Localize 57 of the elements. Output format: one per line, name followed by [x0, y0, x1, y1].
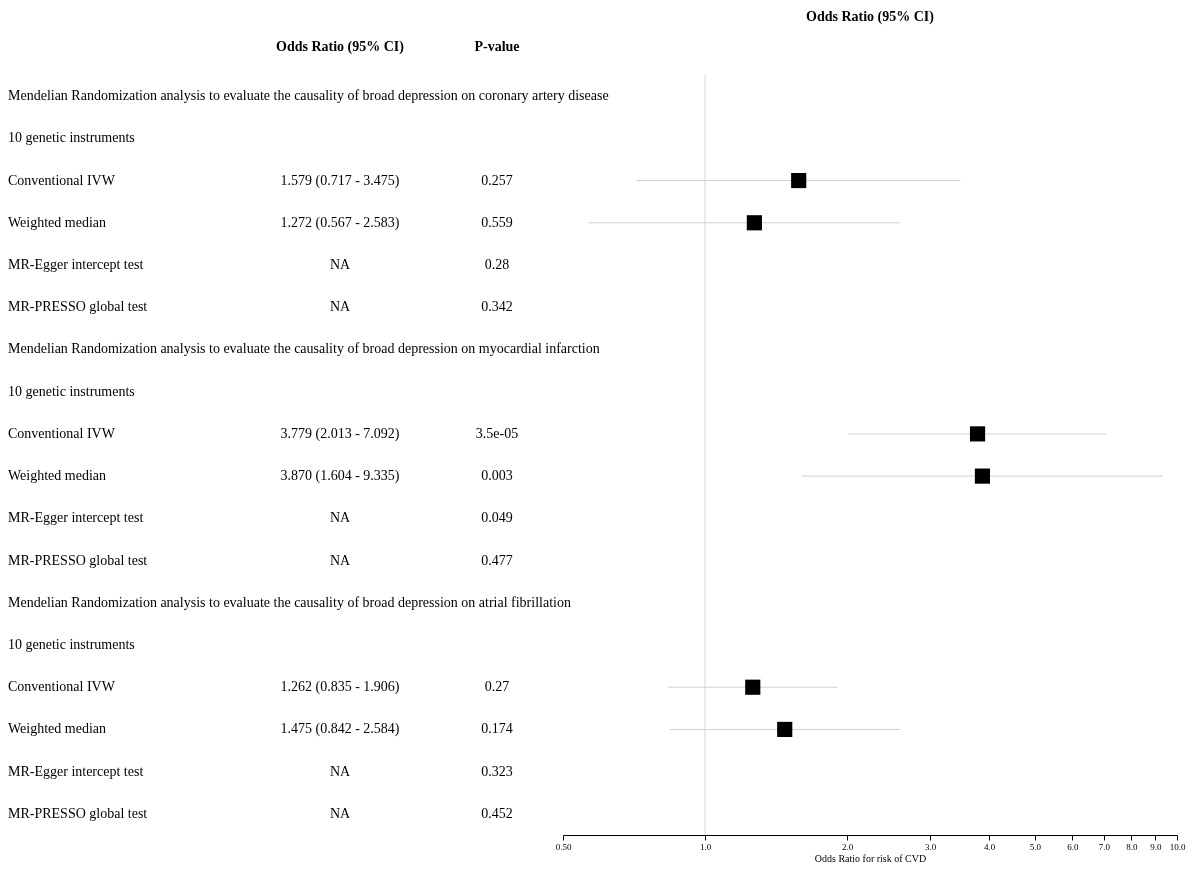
- x-tick-label: 9.0: [1150, 841, 1163, 852]
- chart-title: Odds Ratio (95% CI): [806, 9, 935, 25]
- y-tick-label: Weighted median: [8, 721, 107, 737]
- x-tick-label: 7.0: [1098, 841, 1111, 852]
- y-tick-label: MR-Egger intercept test: [8, 763, 144, 779]
- x-tick-label: 2.0: [842, 841, 854, 852]
- text: NA: [329, 805, 351, 821]
- y-tick-label: Mendelian Randomization analysis to evaluate the causality of broad depression on coronary artery disease: [8, 88, 609, 104]
- y-tick-label: Conventional IVW: [8, 425, 116, 441]
- y-tick-label: 10 genetic instruments: [8, 383, 135, 399]
- y-tick-label: Weighted median: [8, 214, 107, 230]
- text: NA: [329, 510, 351, 526]
- y-tick-label: MR-PRESSO global test: [8, 299, 148, 315]
- text: P-value: [474, 39, 520, 54]
- data-label: 3.870 (1.604 - 9.335): [280, 468, 400, 485]
- x-tick-label: 6.0: [1067, 841, 1079, 852]
- x-tick-label: 4.0: [984, 841, 996, 852]
- text: 0.174: [481, 721, 513, 737]
- x-tick-label: 3.0: [925, 841, 937, 852]
- y-tick-label: 10 genetic instruments: [8, 130, 135, 146]
- y-tick-label: Mendelian Randomization analysis to evaluate the causality of broad depression on atrial fibrillation: [8, 594, 571, 610]
- y-tick-label: MR-Egger intercept test: [8, 257, 144, 272]
- text: 0.342: [481, 299, 513, 315]
- text: 0.27: [484, 679, 510, 695]
- text: 0.049: [481, 510, 513, 526]
- text: NA: [329, 763, 351, 779]
- y-tick-label: Weighted median: [8, 468, 107, 484]
- text: 0.323: [481, 763, 513, 779]
- text: 0.452: [481, 805, 513, 821]
- text: 0.003: [481, 468, 513, 484]
- x-tick-label: 1.0: [699, 841, 712, 852]
- y-tick-label: MR-Egger intercept test: [8, 510, 144, 526]
- x-tick-label: 5.0: [1029, 841, 1042, 852]
- data-label: 1.475 (0.842 - 2.584): [280, 721, 400, 738]
- data-label: 3.779 (2.013 - 7.092): [280, 425, 400, 442]
- text: 0.257: [481, 172, 513, 188]
- text: 0.28: [484, 257, 510, 272]
- text: 0.477: [481, 552, 513, 568]
- x-tick-label: 8.0: [1126, 841, 1138, 852]
- y-tick-label: MR-PRESSO global test: [8, 805, 148, 821]
- text: 3.5e-05: [475, 425, 519, 441]
- x-tick-label: 10.0: [1169, 841, 1186, 852]
- text: NA: [329, 552, 351, 568]
- y-tick-label: 10 genetic instruments: [8, 637, 135, 652]
- data-label: 1.579 (0.717 - 3.475): [280, 172, 400, 189]
- x-axis-title: Odds Ratio for risk of CVD: [814, 852, 927, 864]
- text: NA: [329, 257, 351, 272]
- text: Odds Ratio (95% CI): [276, 39, 405, 55]
- y-tick-label: Conventional IVW: [8, 679, 116, 695]
- y-tick-label: Mendelian Randomization analysis to evaluate the causality of broad depression on myocardial infarction: [8, 341, 600, 357]
- data-label: 1.262 (0.835 - 1.906): [280, 679, 400, 696]
- y-tick-label: Conventional IVW: [8, 172, 116, 188]
- text: 0.559: [481, 214, 513, 230]
- y-tick-label: MR-PRESSO global test: [8, 552, 148, 568]
- data-label: 1.272 (0.567 - 2.583): [280, 214, 400, 231]
- x-tick-label: 0.50: [555, 841, 572, 852]
- text: NA: [329, 299, 351, 315]
